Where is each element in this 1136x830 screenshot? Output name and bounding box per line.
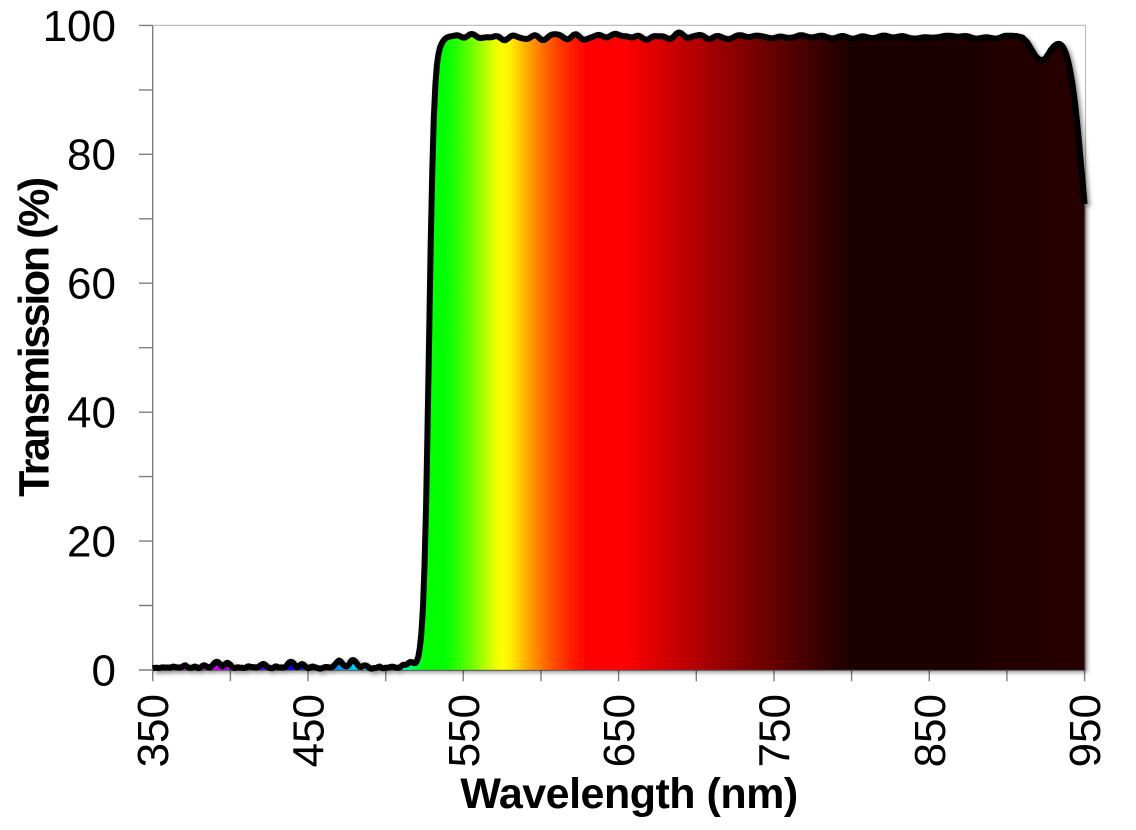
svg-text:20: 20 (67, 518, 116, 567)
svg-text:80: 80 (67, 131, 116, 180)
svg-text:Wavelength (nm): Wavelength (nm) (460, 770, 797, 818)
svg-text:40: 40 (67, 389, 116, 438)
svg-text:350: 350 (129, 694, 178, 767)
svg-text:650: 650 (595, 694, 644, 767)
svg-text:Transmission (%): Transmission (%) (11, 178, 59, 497)
svg-text:750: 750 (751, 694, 800, 767)
svg-text:100: 100 (43, 2, 116, 51)
svg-text:450: 450 (285, 694, 334, 767)
svg-text:0: 0 (92, 646, 116, 695)
svg-text:550: 550 (440, 694, 489, 767)
svg-text:60: 60 (67, 260, 116, 309)
svg-text:950: 950 (1061, 694, 1110, 767)
svg-text:850: 850 (906, 694, 955, 767)
